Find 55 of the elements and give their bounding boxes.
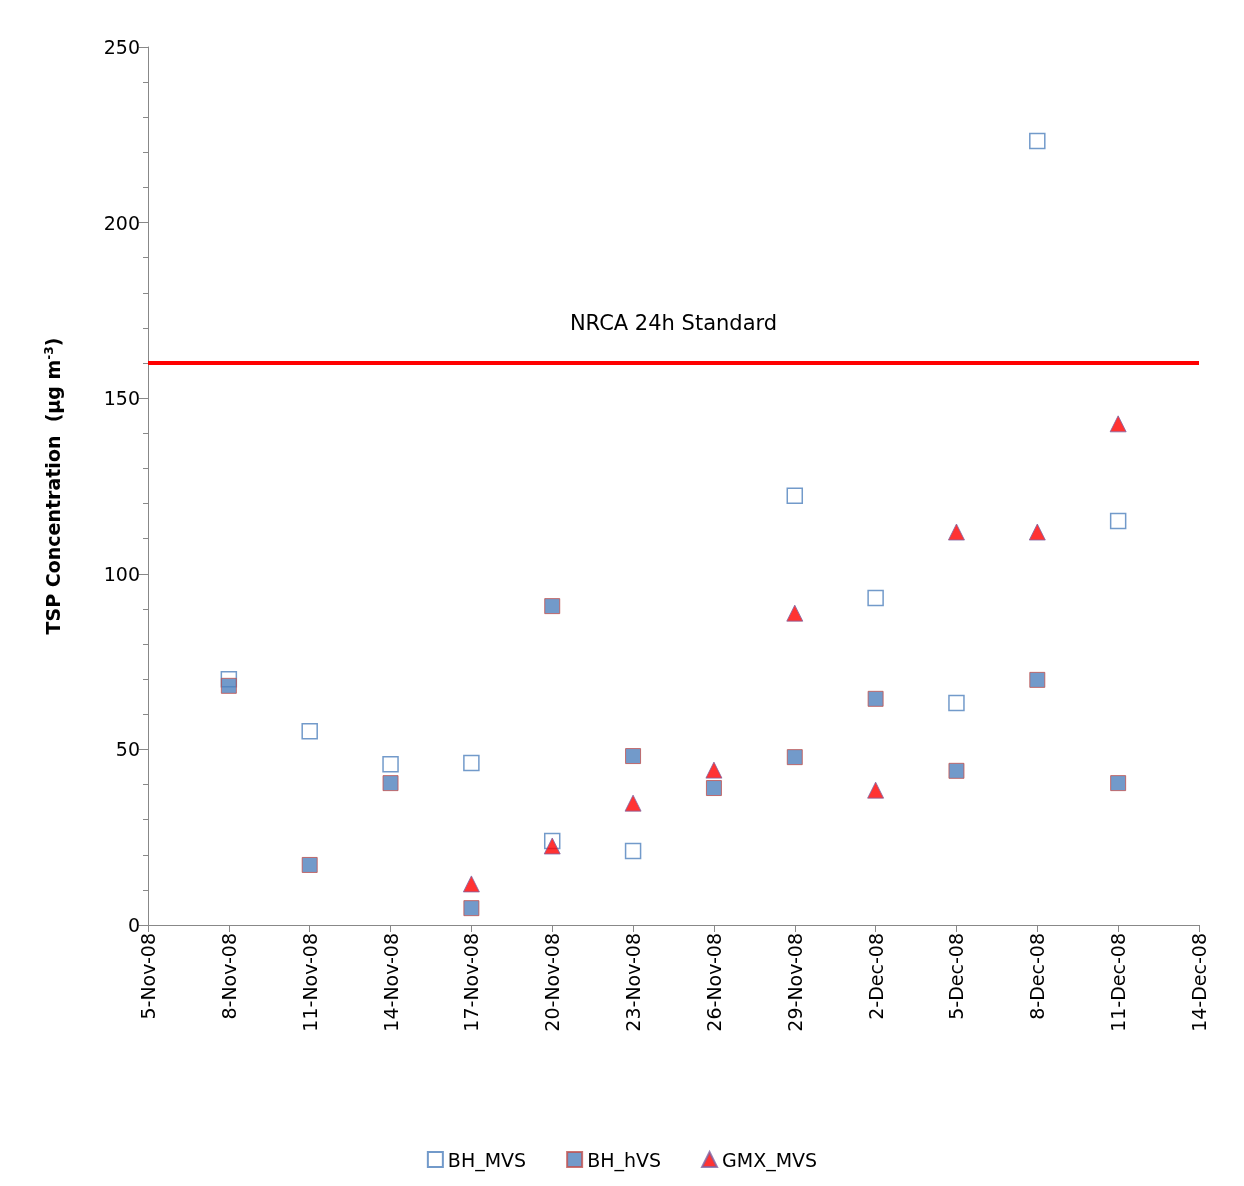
point [1028,523,1046,541]
legend-label: BH_hVS [587,1148,662,1172]
point [382,755,399,773]
point [786,487,804,505]
point [1029,671,1046,688]
y-tick-label: 50 [115,738,140,761]
point [301,856,318,873]
point [867,690,884,707]
point [544,598,561,615]
y-axis-title: TSP Concentration (µg m-3) [42,337,64,635]
point [462,875,480,893]
x-tick-label: 8-Dec-08 [1026,933,1049,1020]
x-tick-label: 5-Nov-08 [137,933,159,1020]
point [867,781,885,799]
point [705,780,722,797]
y-tick-label: 200 [103,211,140,234]
point [543,837,561,855]
point [463,900,480,917]
point [948,694,965,712]
point [947,523,965,541]
x-tick-label: 2-Dec-08 [864,933,887,1020]
x-tick-label: 14-Dec-08 [1188,933,1210,1032]
x-tick-label: 29-Nov-08 [783,933,806,1032]
point [220,677,237,694]
x-tick-label: 26-Nov-08 [702,933,725,1032]
ref-line-label: NRCA 24h Standard [569,310,778,335]
y-tick-label: 0 [127,914,140,936]
x-tick-label: 20-Nov-08 [541,933,564,1032]
x-tick-label: 11-Dec-08 [1107,933,1130,1032]
legend-label: BH_MVS [447,1148,527,1172]
point [624,842,642,860]
point [786,604,804,622]
x-tick-label: 5-Dec-08 [945,933,968,1020]
legend-label: GMX_MVS [722,1148,818,1172]
point [382,775,399,792]
y-tick-label: 100 [103,562,140,585]
y-tick-label: 250 [103,36,140,58]
point [948,762,965,779]
point [867,589,884,607]
y-tick-label: 150 [103,387,140,410]
point [786,749,803,766]
x-tick-label: 11-Nov-08 [298,933,321,1032]
point [624,794,642,812]
point [301,722,318,740]
point [705,761,723,779]
point [1029,132,1046,150]
point [1109,512,1127,530]
x-tick-label: 14-Nov-08 [379,933,402,1032]
point [1110,775,1127,792]
x-tick-label: 8-Nov-08 [217,933,240,1020]
x-tick-label: 23-Nov-08 [622,933,645,1032]
point [463,754,480,772]
x-tick-label: 17-Nov-08 [460,933,483,1032]
point [1109,415,1127,433]
point [625,748,642,765]
